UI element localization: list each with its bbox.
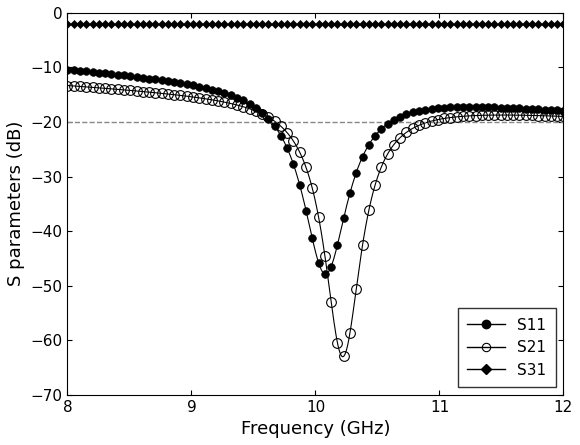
X-axis label: Frequency (GHz): Frequency (GHz) bbox=[241, 420, 390, 438]
Legend: S11, S21, S31: S11, S21, S31 bbox=[458, 308, 556, 387]
Y-axis label: S parameters (dB): S parameters (dB) bbox=[7, 121, 25, 287]
